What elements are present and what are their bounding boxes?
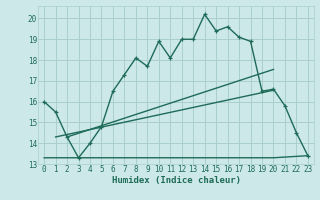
X-axis label: Humidex (Indice chaleur): Humidex (Indice chaleur) (111, 176, 241, 185)
